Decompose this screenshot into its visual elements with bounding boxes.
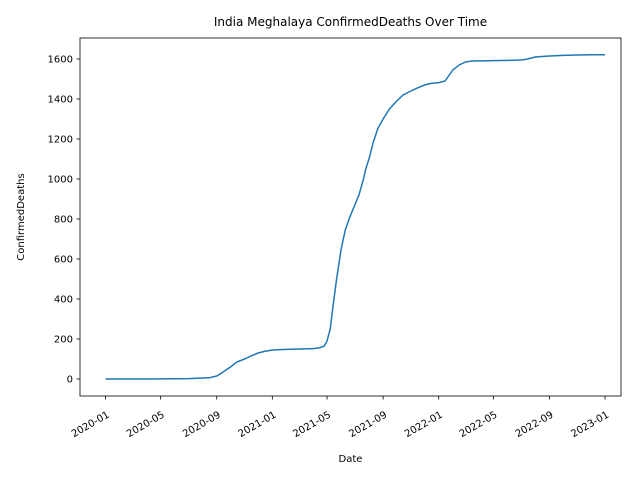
y-tick-label: 400 bbox=[54, 295, 73, 306]
y-tick-label: 1200 bbox=[48, 135, 73, 146]
chart-title: India Meghalaya ConfirmedDeaths Over Tim… bbox=[214, 15, 487, 29]
y-tick-label: 600 bbox=[54, 255, 73, 266]
y-axis: 0 200 400 600 800 1000 1200 1400 1600 bbox=[48, 55, 80, 386]
series-line bbox=[105, 54, 606, 380]
y-tick-label: 800 bbox=[54, 215, 73, 226]
y-tick-label: 200 bbox=[54, 335, 73, 346]
y-axis-label: ConfirmedDeaths bbox=[16, 173, 27, 260]
x-axis-label: Date bbox=[339, 454, 363, 465]
plot-frame bbox=[79, 37, 622, 397]
y-tick-label: 1600 bbox=[48, 55, 73, 66]
y-tick-label: 1400 bbox=[48, 95, 73, 106]
y-tick-label: 1000 bbox=[48, 175, 73, 186]
y-tick-label: 0 bbox=[67, 375, 73, 386]
